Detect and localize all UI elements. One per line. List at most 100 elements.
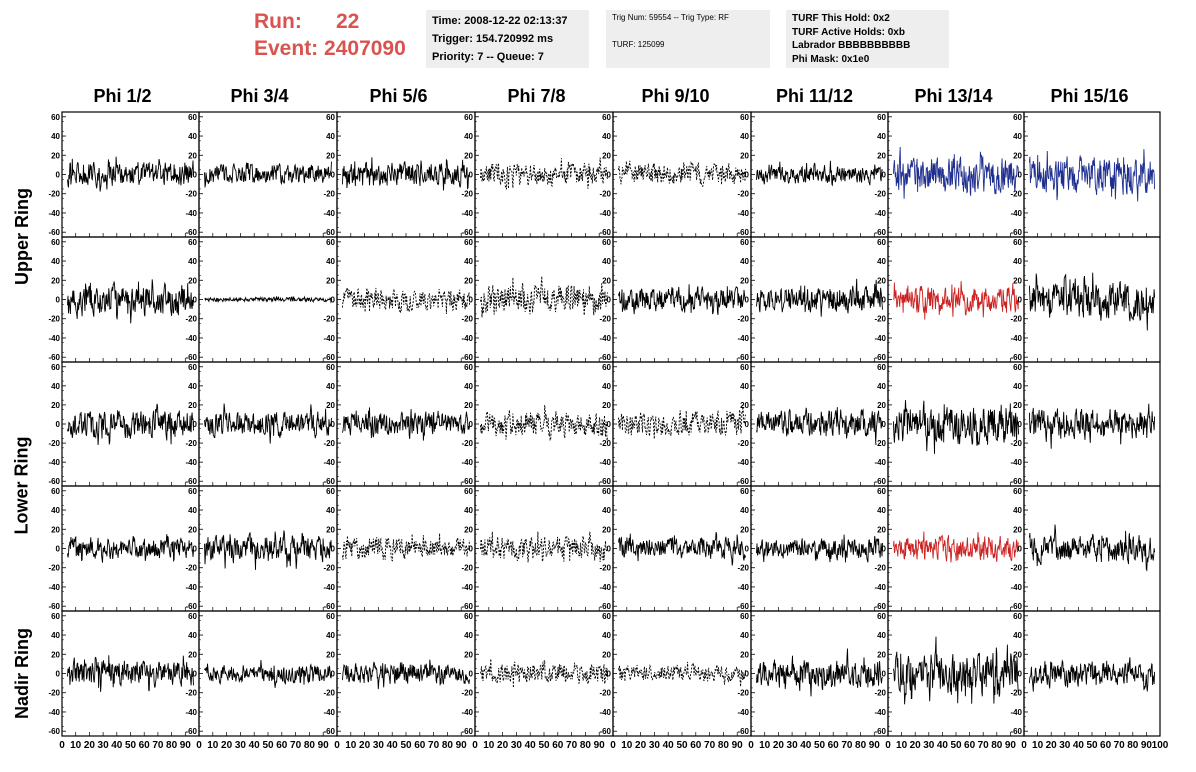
- x-tick-label: 90: [180, 740, 192, 751]
- waveform-trace: [892, 146, 1020, 199]
- waveform-trace: [618, 404, 746, 439]
- x-tick-label: 50: [1086, 740, 1098, 751]
- x-tick-label: 20: [1046, 740, 1058, 751]
- y-tick-label: 20: [51, 151, 60, 160]
- y-tick-label: -20: [874, 315, 886, 324]
- y-tick-label: -20: [874, 439, 886, 448]
- panel-frame: [1023, 610, 1161, 737]
- y-tick-label: 0: [193, 296, 198, 305]
- y-tick-label: -40: [185, 708, 197, 717]
- y-tick-label: -20: [874, 190, 886, 199]
- y-tick-label: 20: [188, 525, 197, 534]
- phi-header-5-6: Phi 5/6: [369, 86, 428, 106]
- y-tick-label: -60: [461, 228, 473, 237]
- y-tick-label: -20: [737, 315, 749, 324]
- y-tick-label: 60: [1013, 363, 1022, 372]
- y-tick-label: -60: [323, 228, 335, 237]
- y-tick-label: 40: [188, 631, 197, 640]
- y-tick-label: 40: [326, 506, 335, 515]
- x-tick-label: 90: [869, 740, 881, 751]
- y-tick-label: 20: [326, 525, 335, 534]
- y-tick-label: -20: [1010, 315, 1022, 324]
- y-tick-label: -40: [461, 583, 473, 592]
- x-tick-label: 70: [978, 740, 990, 751]
- y-tick-label: 20: [740, 525, 749, 534]
- x-tick-label: 70: [566, 740, 578, 751]
- x-tick-label: 30: [98, 740, 110, 751]
- y-tick-label: 60: [188, 612, 197, 621]
- y-tick-label: -20: [874, 689, 886, 698]
- y-tick-label: 40: [188, 257, 197, 266]
- y-tick-label: -20: [737, 190, 749, 199]
- y-tick-label: 20: [1013, 276, 1022, 285]
- y-tick-label: -60: [874, 602, 886, 611]
- x-tick-label: 0: [748, 740, 754, 751]
- turf-active-text: TURF Active Holds: 0xb: [792, 26, 905, 38]
- y-tick-label: -40: [1010, 458, 1022, 467]
- y-tick-label: -40: [185, 583, 197, 592]
- priority-text: Priority: 7 -- Queue: 7: [432, 51, 544, 63]
- y-tick-label: 60: [464, 612, 473, 621]
- y-tick-label: -20: [461, 564, 473, 573]
- waveform-trace: [480, 531, 608, 563]
- y-tick-label: -20: [461, 439, 473, 448]
- x-tick-label: 30: [511, 740, 523, 751]
- waveform-trace: [618, 532, 746, 566]
- y-tick-label: 0: [607, 545, 612, 554]
- y-tick-label: 0: [469, 420, 474, 429]
- y-tick-label: -20: [599, 315, 611, 324]
- waveform-trace: [756, 648, 883, 697]
- x-tick-label: 70: [1114, 740, 1126, 751]
- x-tick-label: 0: [59, 740, 65, 751]
- waveform-trace: [204, 161, 332, 188]
- y-tick-label: 40: [602, 382, 611, 391]
- x-tick-label: 60: [414, 740, 426, 751]
- x-tick-label: 40: [1073, 740, 1085, 751]
- y-tick-label: -60: [323, 353, 335, 362]
- y-tick-label: -20: [48, 689, 60, 698]
- y-tick-label: -40: [874, 708, 886, 717]
- waveform-trace: [480, 276, 608, 318]
- y-tick-label: -20: [599, 190, 611, 199]
- y-tick-label: 40: [464, 631, 473, 640]
- y-tick-label: 0: [56, 420, 61, 429]
- y-tick-label: -20: [48, 315, 60, 324]
- x-tick-label: 0: [1021, 740, 1027, 751]
- y-tick-label: 0: [745, 670, 750, 679]
- event-label: Event:: [254, 37, 319, 60]
- y-tick-label: 40: [602, 506, 611, 515]
- y-tick-label: 40: [602, 631, 611, 640]
- y-tick-label: -20: [1010, 689, 1022, 698]
- y-tick-label: 0: [56, 670, 61, 679]
- y-tick-label: -20: [185, 190, 197, 199]
- y-tick-label: 0: [607, 670, 612, 679]
- waveform-trace: [342, 287, 470, 315]
- waveform-trace: [893, 281, 1020, 320]
- y-tick-label: -60: [874, 727, 886, 736]
- y-tick-label: -60: [48, 727, 60, 736]
- x-tick-label: 10: [759, 740, 771, 751]
- y-tick-label: 40: [326, 631, 335, 640]
- x-tick-label: 60: [1100, 740, 1112, 751]
- x-tick-label: 40: [800, 740, 812, 751]
- panel-frame: [336, 485, 476, 612]
- y-tick-label: -20: [737, 439, 749, 448]
- y-tick-label: 20: [188, 401, 197, 410]
- y-tick-label: 20: [740, 401, 749, 410]
- waveform-trace: [1028, 524, 1156, 572]
- waveform-trace: [342, 407, 470, 441]
- y-tick-label: 60: [326, 487, 335, 496]
- y-tick-label: -40: [48, 334, 60, 343]
- y-tick-label: -60: [48, 602, 60, 611]
- y-tick-label: 60: [464, 113, 473, 122]
- y-tick-label: -60: [461, 477, 473, 486]
- y-tick-label: 20: [1013, 525, 1022, 534]
- y-tick-label: -20: [323, 564, 335, 573]
- y-tick-label: 20: [464, 525, 473, 534]
- phi-header-9-10: Phi 9/10: [641, 86, 710, 106]
- y-tick-label: 20: [326, 151, 335, 160]
- y-tick-label: -60: [1010, 353, 1022, 362]
- x-tick-label: 10: [345, 740, 357, 751]
- y-tick-label: -60: [599, 477, 611, 486]
